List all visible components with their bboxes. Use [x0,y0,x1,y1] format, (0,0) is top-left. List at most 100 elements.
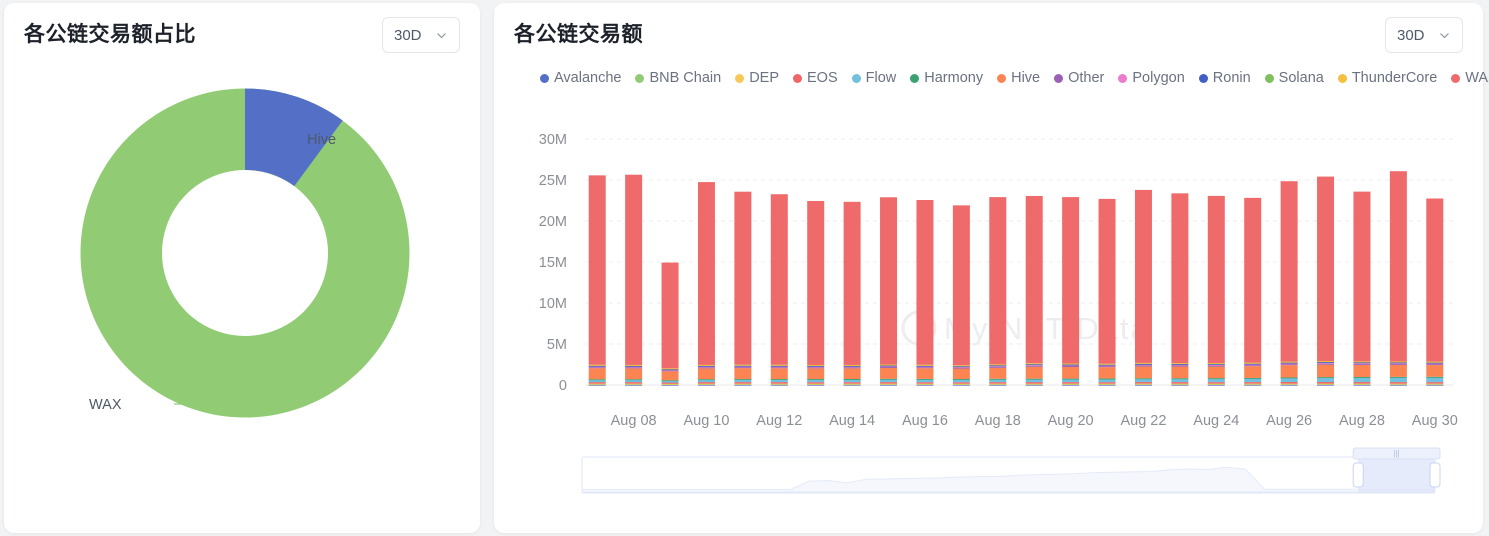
bar-segment-dep[interactable] [625,383,643,385]
bar-segment-ronin[interactable] [807,365,825,367]
bar-segment-harmony[interactable] [952,379,970,380]
bar-segment-avalanche[interactable] [1426,384,1444,386]
bar-segment-dep[interactable] [1098,383,1116,385]
bar-segment-wax[interactable] [843,201,861,365]
bar-segment-dep[interactable] [1353,383,1371,385]
bar-segment-harmony[interactable] [807,379,825,380]
bar-segment-eos[interactable] [1025,382,1043,384]
bar-column[interactable] [916,199,934,386]
bar-column[interactable] [1280,181,1298,386]
bar-segment-avalanche[interactable] [1244,384,1262,386]
bar-segment-eos[interactable] [952,382,970,384]
bar-segment-avalanche[interactable] [1134,384,1152,386]
bar-column[interactable] [770,194,788,386]
legend-item-ronin[interactable]: Ronin [1198,70,1251,86]
bar-segment-other[interactable] [952,367,970,369]
bar-segment-hive[interactable] [1389,364,1407,377]
bar-segment-hive[interactable] [1207,366,1225,379]
bar-segment-eos[interactable] [1426,382,1444,384]
bar-segment-harmony[interactable] [625,379,643,381]
bar-segment-flow[interactable] [843,379,861,383]
bar-segment-eos[interactable] [1098,382,1116,384]
bar-column[interactable] [952,205,970,386]
bar-segment-dep[interactable] [1062,383,1080,385]
bar-segment-thundercore[interactable] [1171,363,1189,364]
bar-segment-dep[interactable] [1134,383,1152,385]
bar-segment-ronin[interactable] [1244,363,1262,365]
bar-segment-ronin[interactable] [1207,364,1225,365]
bar-column[interactable] [843,201,861,386]
bar-segment-wax[interactable] [1389,171,1407,362]
bar-segment-thundercore[interactable] [1426,361,1444,363]
bar-segment-ronin[interactable] [1025,364,1043,366]
legend-item-flow[interactable]: Flow [851,70,896,86]
bar-segment-ronin[interactable] [1062,364,1080,366]
bar-segment-other[interactable] [734,367,752,369]
bar-segment-other[interactable] [661,370,679,372]
bar-segment-other[interactable] [1134,365,1152,367]
donut-chart[interactable]: Hive WAX [4,53,480,523]
bar-segment-eos[interactable] [770,382,788,384]
bar-segment-other[interactable] [843,367,861,369]
bar-segment-flow[interactable] [734,379,752,383]
bar-segment-other[interactable] [807,367,825,369]
bar-segment-flow[interactable] [697,379,715,383]
bar-segment-dep[interactable] [770,383,788,385]
bar-column[interactable] [1317,176,1335,386]
bar-segment-harmony[interactable] [1280,377,1298,379]
bar-segment-eos[interactable] [989,382,1007,384]
legend-item-other[interactable]: Other [1054,70,1104,86]
bar-column[interactable] [880,197,898,386]
bar-segment-ronin[interactable] [916,365,934,367]
bar-segment-wax[interactable] [625,174,643,365]
bar-segment-wax[interactable] [770,194,788,365]
bar-segment-avalanche[interactable] [989,384,1007,386]
bar-segment-wax[interactable] [1062,197,1080,364]
bar-column[interactable] [588,175,606,386]
bar-segment-dep[interactable] [843,383,861,385]
datazoom-handle-left[interactable] [1352,462,1364,488]
bar-segment-flow[interactable] [1171,378,1189,383]
bar-segment-wax[interactable] [989,197,1007,365]
bar-segment-wax[interactable] [1317,176,1335,362]
bar-segment-ronin[interactable] [989,365,1007,367]
bar-segment-hive[interactable] [1280,365,1298,378]
bar-segment-avalanche[interactable] [952,384,970,386]
bar-column[interactable] [1062,197,1080,386]
bar-segment-wax[interactable] [734,191,752,365]
bar-segment-harmony[interactable] [697,379,715,381]
bar-column[interactable] [807,200,825,386]
bar-segment-thundercore[interactable] [661,368,679,370]
bar-segment-flow[interactable] [1280,377,1298,383]
bar-segment-thundercore[interactable] [1353,361,1371,363]
bar-segment-avalanche[interactable] [1171,384,1189,386]
bar-segment-avalanche[interactable] [1317,384,1335,386]
bar-segment-other[interactable] [1280,364,1298,366]
bar-segment-hive[interactable] [1171,366,1189,379]
legend-item-solana[interactable]: Solana [1264,70,1324,86]
bar-segment-ronin[interactable] [1134,363,1152,365]
bar-segment-eos[interactable] [661,382,679,384]
bar-segment-eos[interactable] [1317,382,1335,384]
bar-segment-wax[interactable] [1244,197,1262,363]
bar-segment-ronin[interactable] [625,365,643,367]
bar-column[interactable] [1207,195,1225,386]
bar-column[interactable] [661,262,679,386]
bar-segment-eos[interactable] [625,382,643,384]
datazoom-slider[interactable]: ||| [494,447,1483,507]
bar-segment-other[interactable] [1353,363,1371,365]
bar-segment-other[interactable] [625,367,643,369]
bar-segment-other[interactable] [1171,365,1189,367]
bar-segment-hive[interactable] [1062,366,1080,379]
bar-segment-other[interactable] [1389,363,1407,365]
bar-segment-dep[interactable] [1244,383,1262,385]
bar-segment-ronin[interactable] [1389,362,1407,364]
legend-item-eos[interactable]: EOS [793,70,838,86]
bar-segment-wax[interactable] [807,200,825,365]
bar-segment-hive[interactable] [1025,366,1043,379]
bar-segment-harmony[interactable] [880,378,898,380]
legend-item-thundercore[interactable]: ThunderCore [1337,70,1437,86]
bar-column[interactable] [734,191,752,386]
bar-segment-avalanche[interactable] [1062,384,1080,386]
bar-segment-dep[interactable] [1280,383,1298,385]
